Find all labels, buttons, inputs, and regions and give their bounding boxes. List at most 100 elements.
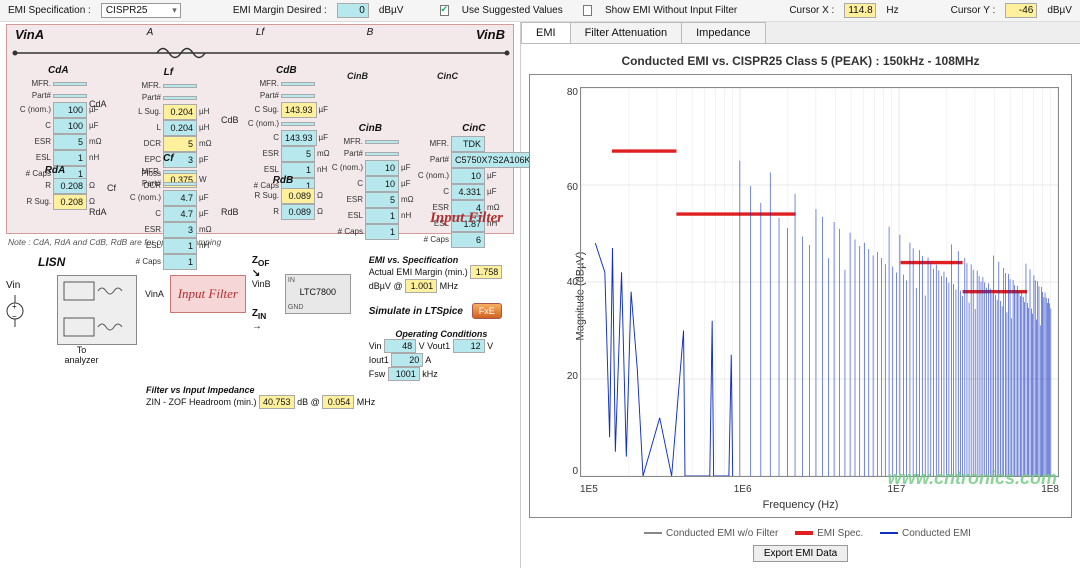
param-value[interactable] [53,94,87,98]
cinc-sym-label: CinC [437,71,458,81]
param-value[interactable]: 100 [53,118,87,134]
cursor-x-label: Cursor X : [789,5,834,16]
cursor-y-value: -46 [1005,3,1037,18]
param-value[interactable] [163,170,197,174]
emi-spec-select[interactable]: CISPR25 [101,3,181,18]
vinb-pin-label: VinB [252,279,271,289]
param-value[interactable]: 1 [163,254,197,270]
param-value[interactable]: 143.93 [281,130,317,146]
param-value[interactable] [365,152,399,156]
param-value[interactable]: 4.7 [163,206,197,222]
param-value[interactable]: 6 [451,232,485,248]
chart-plot[interactable] [580,87,1059,477]
param-value[interactable]: 0.089 [281,188,315,204]
vin-source-icon: +− [6,291,24,331]
param-value[interactable] [53,82,87,86]
input-filter-caption: Input Filter [430,210,503,227]
cursor-y-unit: dBµV [1047,5,1072,16]
tab-emi[interactable]: EMI [521,22,571,43]
param-value[interactable]: 0.204 [163,120,197,136]
param-value[interactable] [281,82,315,86]
tab-bar: EMI Filter Attenuation Impedance [521,22,1080,44]
param-value[interactable] [281,94,315,98]
tab-impedance[interactable]: Impedance [681,22,765,43]
margin-unit: dBµV [379,5,404,16]
param-value[interactable]: 5 [163,136,197,152]
param-value[interactable]: 10 [451,168,485,184]
param-value[interactable]: 0.208 [53,194,87,210]
param-value[interactable]: 4.331 [451,184,485,200]
lisn-box [57,275,137,345]
use-suggested-checkbox[interactable] [440,5,449,16]
fvi-label: ZIN - ZOF Headroom (min.) [146,397,257,407]
cda-sym-label: CdA [89,99,107,109]
cf-sym-label: Cf [107,183,116,193]
param-value[interactable]: 10 [365,160,399,176]
param-value[interactable] [163,84,197,88]
param-value[interactable]: 0.204 [163,104,197,120]
param-value[interactable]: 5 [365,192,399,208]
cinb-params: CinBMFR.Part#C (nom.)10µFC10µFESR5mΩESL1… [327,123,414,240]
top-toolbar: EMI Specification : CISPR25 EMI Margin D… [0,0,1080,22]
param-value[interactable]: 1 [365,224,399,240]
chart-title: Conducted EMI vs. CISPR25 Class 5 (PEAK)… [529,54,1072,68]
svg-text:+: + [12,302,17,311]
left-panel: VinA A Lf B VinB CdAMFR.Part#C (nom.)100… [0,22,520,568]
param-value[interactable]: 143.93 [281,102,317,118]
param-value[interactable]: 100 [53,102,87,118]
cdb-sym-label: CdB [221,115,239,125]
fvi-heading: Filter vs Input Impedance [146,385,514,395]
show-without-filter-checkbox[interactable] [583,5,592,16]
simulate-label: Simulate in LTSpice [369,306,463,317]
input-filter-box: Input Filter [170,275,246,313]
to-analyzer-label: To analyzer [26,345,137,365]
cursor-y-label: Cursor Y : [951,5,996,16]
vin-src-label: Vin [6,280,20,291]
param-value[interactable]: 1 [163,238,197,254]
param-value[interactable]: 5 [281,146,315,162]
rda-params: RdAR0.208ΩR Sug.0.208Ω [15,165,95,210]
node-a-label: A [147,27,154,42]
watermark: www.cntronics.com [888,468,1057,489]
param-value[interactable]: 5 [53,134,87,150]
emi-spec-label: EMI Specification : [8,5,91,16]
param-value[interactable] [163,182,197,186]
param-value[interactable] [365,140,399,144]
param-value[interactable]: 1 [53,150,87,166]
x-axis-label: Frequency (Hz) [530,499,1071,511]
emi-margin-freq: 1.001 [405,279,437,293]
fvi-val1: 40.753 [259,395,295,409]
chip-part-label: LTC7800 [300,287,336,297]
bottom-schematic: LISN Vin +− To analyzer VinA Input Filte… [6,255,514,381]
param-value[interactable] [163,96,197,100]
param-value[interactable]: 0.208 [53,178,87,194]
param-value[interactable]: 4.7 [163,190,197,206]
cinb-sym-label: CinB [347,71,368,81]
chart-legend: Conducted EMI w/o Filter EMI Spec. Condu… [529,520,1072,541]
margin-input[interactable]: 0 [337,3,369,18]
param-value[interactable]: TDK [451,136,485,152]
vina-label: VinA [15,27,44,42]
param-value[interactable]: 1 [365,208,399,224]
operating-cond-heading: Operating Conditions [369,329,514,339]
param-value[interactable]: C5750X7S2A106K [451,152,535,168]
emi-margin-label: Actual EMI Margin (min.) [369,267,468,277]
cf-params: CfMFR.Part#C (nom.)4.7µFC4.7µFESR3mΩESL1… [125,153,212,270]
param-value[interactable] [281,122,315,126]
param-value[interactable]: 0.089 [281,204,315,220]
lisn-label: LISN [38,255,137,269]
emi-vs-spec-heading: EMI vs. Specification [369,255,514,265]
emi-margin-value: 1.758 [470,265,502,279]
param-value[interactable]: 10 [365,176,399,192]
vinb-label: VinB [476,27,505,42]
export-emi-button[interactable]: Export EMI Data [753,545,848,562]
show-without-filter-label: Show EMI Without Input Filter [605,5,737,16]
param-value[interactable]: 3 [163,222,197,238]
tab-filter-atten[interactable]: Filter Attenuation [570,22,683,43]
fvi-val2: 0.054 [322,395,354,409]
chip-box: IN LTC7800 GND [285,274,351,314]
circuit-panel: VinA A Lf B VinB CdAMFR.Part#C (nom.)100… [6,24,514,234]
cursor-x-value: 114.8 [844,3,876,18]
rda-sym-label: RdA [89,207,107,217]
simulate-button[interactable]: FxE [472,303,502,319]
